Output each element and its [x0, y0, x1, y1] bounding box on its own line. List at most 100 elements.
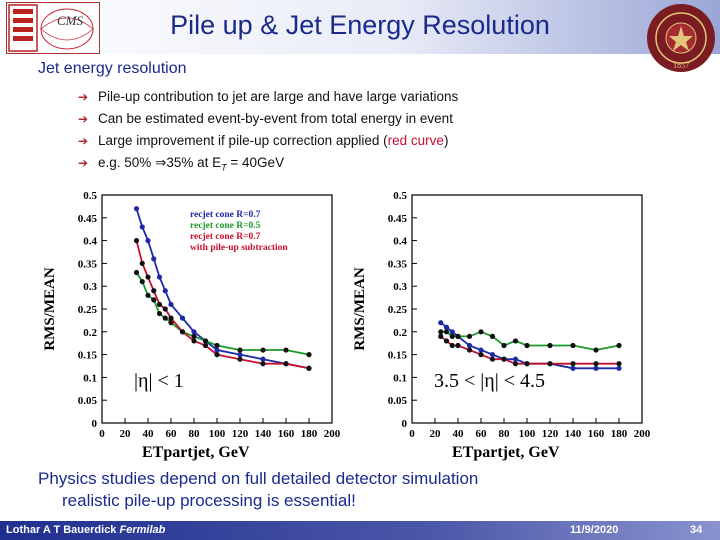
data-point — [145, 238, 151, 244]
data-point — [237, 356, 243, 362]
data-point — [478, 352, 484, 358]
conclusion-text: Physics studies depend on full detailed … — [38, 468, 478, 512]
data-point — [616, 361, 622, 367]
y-tick-label: 0 — [402, 418, 408, 430]
data-point — [179, 315, 186, 321]
bullet-item: ➔ Can be estimated event-by-event from to… — [78, 108, 458, 130]
data-point — [501, 342, 507, 349]
footer-author: Lothar A T Bauerdick Fermilab — [6, 524, 166, 536]
data-point — [306, 352, 312, 358]
data-point — [145, 274, 151, 280]
y-tick-label: 0.15 — [78, 350, 98, 362]
data-point — [151, 297, 157, 303]
implies-arrow-icon: ⇒ — [155, 155, 167, 170]
data-point — [489, 333, 496, 339]
fit-curve — [440, 330, 620, 351]
legend-entry: recjet cone R=0.5 — [190, 221, 261, 231]
data-point — [438, 333, 444, 339]
y-tick-label: 0.25 — [388, 304, 408, 316]
y-tick-label: 0.15 — [388, 350, 408, 362]
data-point — [466, 342, 473, 349]
data-point — [191, 329, 197, 335]
y-tick-label: 0.1 — [83, 372, 97, 384]
data-point — [478, 329, 484, 335]
y-axis-label: RMS/MEAN — [352, 267, 368, 350]
y-tick-label: 0.35 — [388, 258, 408, 270]
data-point — [570, 361, 576, 367]
bullet-item: ➔ Pile-up contribution to jet are large a… — [78, 86, 458, 108]
plots-svg: 0 0.05 0.1 0.15 0.2 0.25 0.3 0.35 0.4 0.45 0.5 0 20 4… — [42, 190, 651, 461]
data-point — [151, 288, 157, 294]
slide-title: Pile up & Jet Energy Resolution — [170, 10, 550, 40]
cms-logo-text: CMS — [57, 13, 84, 28]
data-point — [179, 329, 186, 335]
fsu-seal: 1857 — [645, 2, 717, 74]
data-point — [168, 315, 174, 321]
legend-entry: recjet cone R=0.7 — [190, 232, 261, 242]
cms-logo: CMS — [6, 2, 100, 54]
data-point — [593, 365, 599, 371]
y-tick-label: 0.2 — [393, 327, 407, 339]
y-tick-label: 0.05 — [78, 395, 98, 407]
x-tick-label: 180 — [611, 428, 628, 440]
data-point — [547, 361, 553, 367]
x-tick-label: 120 — [542, 428, 559, 440]
data-point — [455, 342, 461, 349]
x-tick-label: 20 — [430, 428, 442, 440]
data-point — [283, 347, 289, 353]
data-point — [306, 365, 312, 371]
x-tick-label: 200 — [324, 428, 341, 440]
x-tick-label: 80 — [189, 428, 201, 440]
footer-bar: Lothar A T Bauerdick Fermilab 11/9/2020 … — [0, 521, 720, 540]
data-point — [455, 333, 461, 339]
x-tick-label: 40 — [453, 428, 465, 440]
x-tick-label: 0 — [409, 428, 415, 440]
x-tick-label: 100 — [519, 428, 536, 440]
data-point — [162, 288, 168, 294]
y-tick-label: 0.45 — [78, 213, 98, 225]
x-tick-label: 60 — [476, 428, 488, 440]
header-bar: CMS Pile up & Jet Energy Resolution 1857 — [0, 0, 720, 72]
data-point — [512, 338, 519, 344]
data-point — [145, 292, 151, 298]
data-point — [524, 342, 530, 349]
data-point — [547, 342, 553, 349]
data-point — [593, 347, 599, 353]
y-axis-label: RMS/MEAN — [42, 267, 58, 350]
eta-region-label: 3.5 < |η| < 4.5 — [434, 370, 545, 392]
y-tick-label: 0.3 — [83, 281, 97, 293]
x-tick-label: 180 — [301, 428, 318, 440]
y-tick-label: 0.45 — [388, 213, 408, 225]
section-subtitle: Jet energy resolution — [38, 60, 187, 77]
x-tick-label: 120 — [232, 428, 249, 440]
x-tick-label: 0 — [99, 428, 105, 440]
y-tick-label: 0.5 — [83, 190, 97, 202]
data-point — [512, 361, 519, 367]
data-point — [449, 333, 455, 339]
bullet-list: ➔ Pile-up contribution to jet are large a… — [78, 86, 458, 174]
legend-entry: with pile-up subtraction — [190, 243, 288, 253]
data-point — [616, 342, 622, 349]
x-tick-label: 200 — [634, 428, 651, 440]
data-point — [449, 329, 455, 335]
data-point — [283, 361, 289, 367]
data-point — [133, 206, 140, 212]
bullet-item: ➔ Large improvement if pile-up correction… — [78, 130, 458, 152]
arrow-bullet-icon: ➔ — [78, 156, 89, 170]
y-tick-label: 0.2 — [83, 327, 97, 339]
x-axis-label: ETpartjet, GeV — [142, 444, 250, 461]
y-tick-label: 0.4 — [393, 236, 407, 248]
data-point — [191, 333, 197, 339]
data-point — [156, 274, 163, 280]
x-tick-label: 160 — [278, 428, 295, 440]
arrow-bullet-icon: ➔ — [78, 134, 89, 148]
red-curve-label: red curve — [387, 133, 444, 148]
data-point — [162, 315, 168, 321]
data-point — [156, 310, 163, 317]
data-point — [156, 301, 163, 308]
data-point — [438, 320, 444, 326]
footer-date: 11/9/2020 — [570, 524, 619, 536]
data-point — [260, 361, 266, 367]
data-point — [489, 352, 496, 358]
x-tick-label: 140 — [565, 428, 582, 440]
